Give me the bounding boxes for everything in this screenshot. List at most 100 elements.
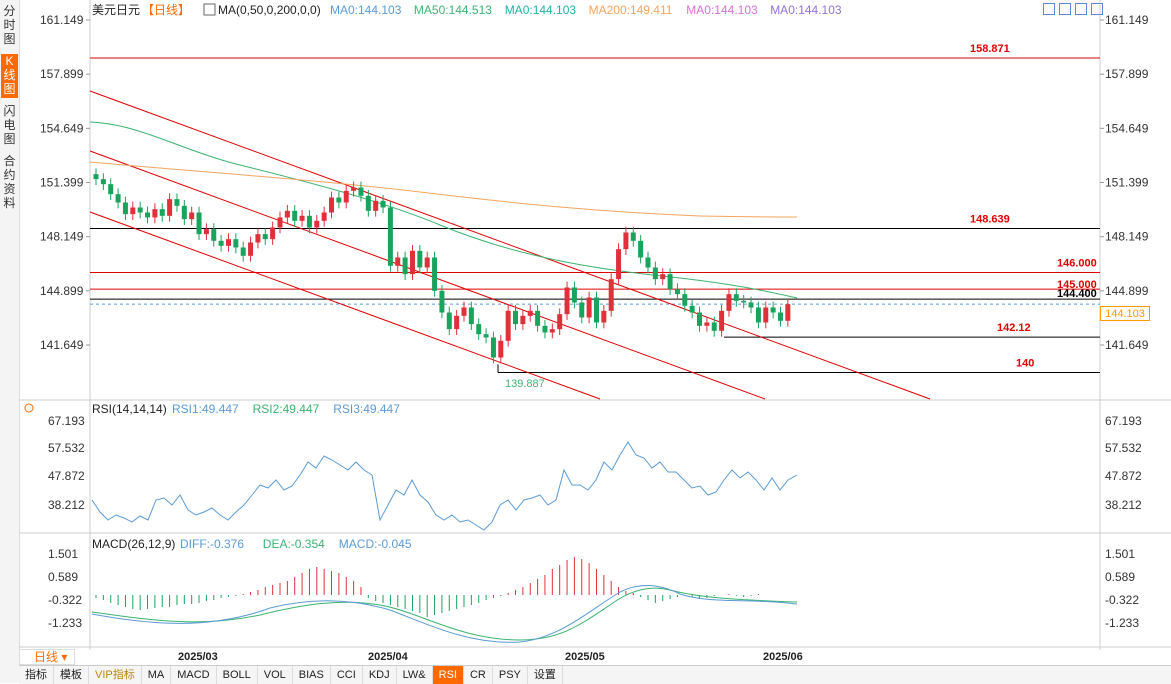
ma50-line bbox=[89, 121, 798, 299]
indicator-tab-2[interactable]: VIP指标 bbox=[89, 666, 142, 684]
indicator-tab-13[interactable]: PSY bbox=[493, 666, 528, 684]
price-tick-left-5: 144.899 bbox=[40, 284, 84, 298]
trendline-middle bbox=[89, 150, 766, 400]
candle-body bbox=[409, 250, 415, 275]
price-tick-right-0: 161.149 bbox=[1105, 13, 1149, 27]
candle-body bbox=[351, 187, 357, 191]
rsi-tick-left-1: 57.532 bbox=[48, 441, 85, 455]
macd-tick-right-2: -0.322 bbox=[1105, 593, 1139, 607]
indicator-tab-10[interactable]: LW& bbox=[397, 666, 433, 684]
candle-body bbox=[277, 217, 283, 228]
candle-body bbox=[380, 200, 386, 208]
candle-body bbox=[365, 195, 371, 211]
candle-body bbox=[167, 199, 173, 216]
crosshair-icon[interactable] bbox=[1043, 3, 1055, 15]
candle-body bbox=[674, 289, 680, 295]
indicator-tab-5[interactable]: BOLL bbox=[217, 666, 258, 684]
x-label-2: 2025/05 bbox=[565, 651, 605, 663]
candle-body bbox=[513, 310, 519, 325]
rsi-tick-right-3: 38.212 bbox=[1105, 498, 1142, 512]
macd-tick-left-0: 1.501 bbox=[48, 547, 78, 561]
fullscreen-icon[interactable] bbox=[1091, 3, 1103, 15]
period-selector[interactable]: 日线 ▾ bbox=[19, 649, 75, 665]
candle-body bbox=[726, 294, 732, 311]
x-label-1: 2025/04 bbox=[368, 651, 409, 663]
rsi-tick-right-0: 67.193 bbox=[1105, 414, 1142, 428]
candle-body bbox=[314, 220, 320, 228]
candle-body bbox=[476, 324, 482, 335]
candle-body bbox=[454, 315, 460, 330]
zoom-in-icon[interactable] bbox=[1059, 3, 1071, 15]
candle-body bbox=[321, 212, 327, 221]
indicator-tab-14[interactable]: 设置 bbox=[528, 666, 563, 684]
indicator-tab-11[interactable]: RSI bbox=[432, 666, 464, 684]
indicator-tab-7[interactable]: BIAS bbox=[293, 666, 331, 684]
candle-body bbox=[461, 307, 467, 316]
candle-body bbox=[432, 257, 438, 291]
candle-body bbox=[483, 334, 489, 338]
ma-item-3: MA200:149.411 bbox=[589, 3, 673, 17]
level-label-2: 146.000 bbox=[1057, 257, 1097, 269]
period-tag: 【日线】 bbox=[142, 3, 190, 17]
sidebar: 分时图 K线图 闪电图 合约资料 bbox=[0, 0, 20, 683]
candle-body bbox=[336, 197, 342, 203]
candle-body bbox=[211, 229, 217, 241]
candle-body bbox=[490, 337, 496, 358]
indicator-tab-9[interactable]: KDJ bbox=[363, 666, 397, 684]
indicator-tab-3[interactable]: MA bbox=[142, 666, 172, 684]
candle-body bbox=[402, 257, 408, 275]
price-tick-right-4: 148.149 bbox=[1105, 230, 1149, 244]
indicator-tab-6[interactable]: VOL bbox=[258, 666, 293, 684]
candle-body bbox=[608, 279, 614, 311]
rsi-item-2: RSI3:49.447 bbox=[333, 402, 400, 416]
candle-body bbox=[292, 210, 298, 221]
candle-body bbox=[395, 257, 401, 266]
candle-body bbox=[203, 229, 209, 235]
current-price-tag: 144.103 bbox=[1100, 306, 1150, 321]
candle-body bbox=[439, 290, 445, 313]
candle-body bbox=[284, 210, 290, 218]
price-tick-right-2: 154.649 bbox=[1105, 121, 1149, 135]
candle-body bbox=[329, 197, 335, 213]
candle-body bbox=[593, 297, 599, 323]
indicator-tab-1[interactable]: 模板 bbox=[54, 666, 89, 684]
ma-item-5: MA0:144.103 bbox=[770, 3, 842, 17]
candle-body bbox=[387, 207, 393, 266]
candle-body bbox=[505, 310, 511, 341]
price-tick-left-4: 148.149 bbox=[40, 230, 84, 244]
macd-tick-left-2: -0.322 bbox=[48, 593, 82, 607]
macd-tick-right-1: 0.589 bbox=[1105, 570, 1135, 584]
candle-body bbox=[299, 215, 305, 221]
candle-body bbox=[358, 187, 364, 196]
zoom-out-icon[interactable] bbox=[1075, 3, 1087, 15]
candle-body bbox=[719, 310, 725, 331]
candle-body bbox=[777, 312, 783, 321]
candle-body bbox=[233, 239, 239, 248]
tab-contract[interactable]: 合约资料 bbox=[3, 154, 16, 210]
candle-body bbox=[108, 184, 114, 195]
indicator-tab-4[interactable]: MACD bbox=[171, 666, 217, 684]
dea-line bbox=[91, 587, 798, 641]
candle-body bbox=[270, 227, 276, 240]
macd-item-1: DEA:-0.354 bbox=[263, 537, 325, 551]
indicator-tab-0[interactable]: 指标 bbox=[19, 666, 54, 684]
ma-item-4: MA0:144.103 bbox=[686, 3, 758, 17]
candle-body bbox=[689, 305, 695, 313]
tab-flash[interactable]: 闪电图 bbox=[3, 104, 16, 146]
candle-body bbox=[527, 310, 533, 316]
tab-timeshare[interactable]: 分时图 bbox=[3, 4, 16, 46]
candle-body bbox=[262, 234, 268, 240]
candle-body bbox=[189, 212, 195, 220]
macd-item-0: DIFF:-0.376 bbox=[180, 537, 244, 551]
candle-body bbox=[630, 232, 636, 241]
candle-body bbox=[196, 212, 202, 235]
rsi-line bbox=[91, 441, 798, 531]
price-tick-left-0: 161.149 bbox=[40, 13, 84, 27]
candle-body bbox=[159, 209, 165, 216]
candle-body bbox=[616, 249, 622, 280]
indicator-tab-12[interactable]: CR bbox=[464, 666, 493, 684]
tab-kline[interactable]: K线图 bbox=[1, 54, 18, 98]
indicator-tab-8[interactable]: CCI bbox=[331, 666, 363, 684]
candle-body bbox=[579, 302, 585, 318]
